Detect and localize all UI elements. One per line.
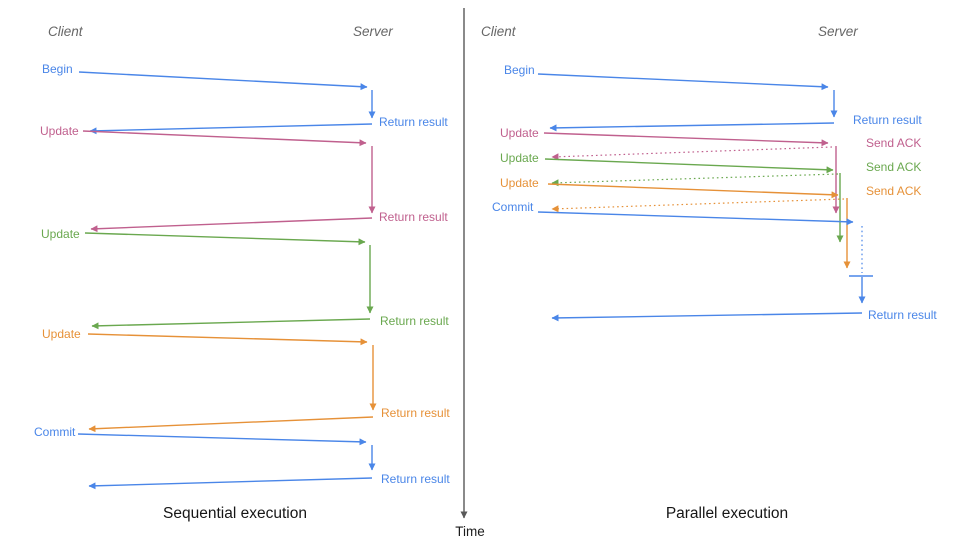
par-update3-ack-line bbox=[551, 198, 845, 213]
par-update2-ack-label: Send ACK bbox=[866, 160, 922, 174]
par-commit-result-label: Return result bbox=[868, 308, 937, 322]
seq-commit-label: Commit bbox=[34, 425, 76, 439]
seq-update3-result-label: Return result bbox=[381, 406, 450, 420]
seq-update3-label: Update bbox=[42, 327, 81, 341]
par-update2-ack-line bbox=[551, 173, 839, 187]
seq-caption: Sequential execution bbox=[163, 505, 307, 522]
par-update3-request-line bbox=[547, 183, 839, 199]
par-update2-label: Update bbox=[500, 151, 539, 165]
par-update1-request-line bbox=[543, 132, 829, 147]
seq-commit-response-line bbox=[88, 477, 373, 490]
seq-commit-request-line bbox=[77, 433, 367, 446]
seq-begin-request-line bbox=[78, 71, 368, 91]
par-commit-request-line bbox=[537, 211, 854, 226]
seq-update3-request-line bbox=[87, 333, 368, 346]
par-update1-label: Update bbox=[500, 126, 539, 140]
par-server-header: Server bbox=[818, 24, 858, 39]
seq-begin-result-label: Return result bbox=[379, 115, 448, 129]
par-client-header: Client bbox=[481, 24, 516, 39]
seq-begin-response-line bbox=[89, 123, 373, 135]
seq-update1-request-line bbox=[82, 130, 367, 147]
seq-update2-result-label: Return result bbox=[380, 314, 449, 328]
seq-commit-result-label: Return result bbox=[381, 472, 450, 486]
par-update3-label: Update bbox=[500, 176, 539, 190]
seq-update2-label: Update bbox=[41, 227, 80, 241]
par-update3-ack-label: Send ACK bbox=[866, 184, 922, 198]
seq-update1-label: Update bbox=[40, 124, 79, 138]
par-update1-ack-label: Send ACK bbox=[866, 136, 922, 150]
par-commit-label: Commit bbox=[492, 200, 534, 214]
par-begin-result-label: Return result bbox=[853, 113, 922, 127]
seq-server-header: Server bbox=[353, 24, 393, 39]
seq-update2-response-line bbox=[91, 318, 371, 330]
par-commit-response-line bbox=[551, 312, 863, 322]
seq-client-header: Client bbox=[48, 24, 83, 39]
par-begin-label: Begin bbox=[504, 63, 535, 77]
seq-update3-response-line bbox=[88, 416, 374, 433]
par-begin-response-line bbox=[549, 122, 835, 132]
seq-update2-request-line bbox=[84, 232, 366, 246]
seq-update1-response-line bbox=[90, 217, 373, 233]
par-update1-ack-line bbox=[551, 146, 833, 161]
time-axis-label: Time bbox=[455, 524, 485, 539]
seq-update1-result-label: Return result bbox=[379, 210, 448, 224]
par-caption: Parallel execution bbox=[665, 505, 789, 522]
par-begin-request-line bbox=[537, 73, 829, 91]
par-update2-request-line bbox=[544, 158, 834, 174]
seq-begin-label: Begin bbox=[42, 62, 73, 76]
